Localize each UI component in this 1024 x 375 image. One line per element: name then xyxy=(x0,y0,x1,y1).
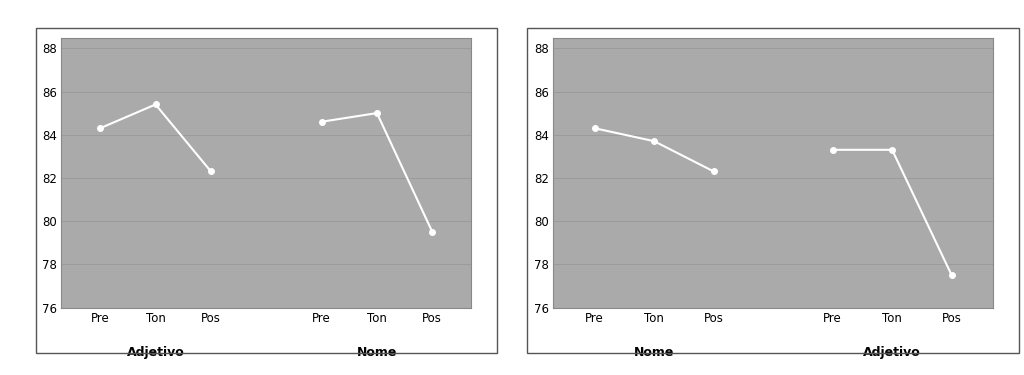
Text: Nome: Nome xyxy=(634,346,674,359)
Text: Adjetivo: Adjetivo xyxy=(863,346,921,359)
Text: Adjetivo: Adjetivo xyxy=(127,346,184,359)
Text: Nome: Nome xyxy=(356,346,397,359)
